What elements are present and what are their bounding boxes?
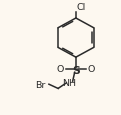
Text: O: O xyxy=(57,64,64,73)
Text: S: S xyxy=(72,65,80,75)
Text: Br: Br xyxy=(36,80,46,89)
Text: Cl: Cl xyxy=(76,3,86,12)
Text: O: O xyxy=(87,64,95,73)
Text: NH: NH xyxy=(62,78,76,87)
